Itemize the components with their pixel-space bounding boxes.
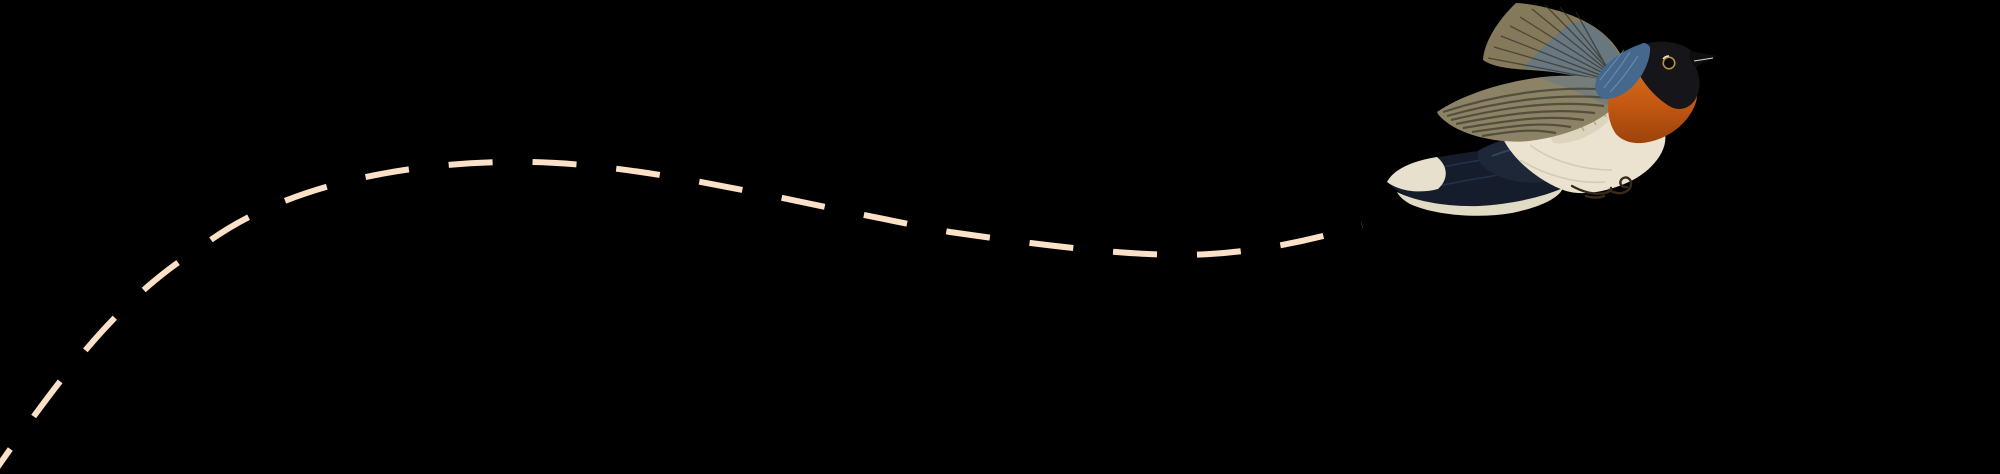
bird-eye-ring	[1662, 56, 1676, 70]
bird-beak-highlight	[1693, 57, 1714, 62]
bird-belly-shading	[1519, 144, 1613, 184]
bird-eye-glint	[1662, 55, 1670, 60]
bird-face-mask	[1635, 41, 1700, 109]
bird-feet	[1570, 176, 1633, 199]
swallow-illustration	[1387, 3, 1717, 216]
dashed-flight-path-line	[0, 158, 1363, 469]
bird-raised-wing-striations	[1487, 4, 1620, 84]
bird-eye	[1662, 56, 1676, 70]
bird-crown	[1595, 43, 1651, 99]
bird-tail-band	[1397, 188, 1563, 216]
bird-crown-streaks	[1599, 49, 1639, 93]
bird-tail-tip	[1387, 157, 1446, 192]
bird-near-wing-striations	[1442, 87, 1613, 138]
